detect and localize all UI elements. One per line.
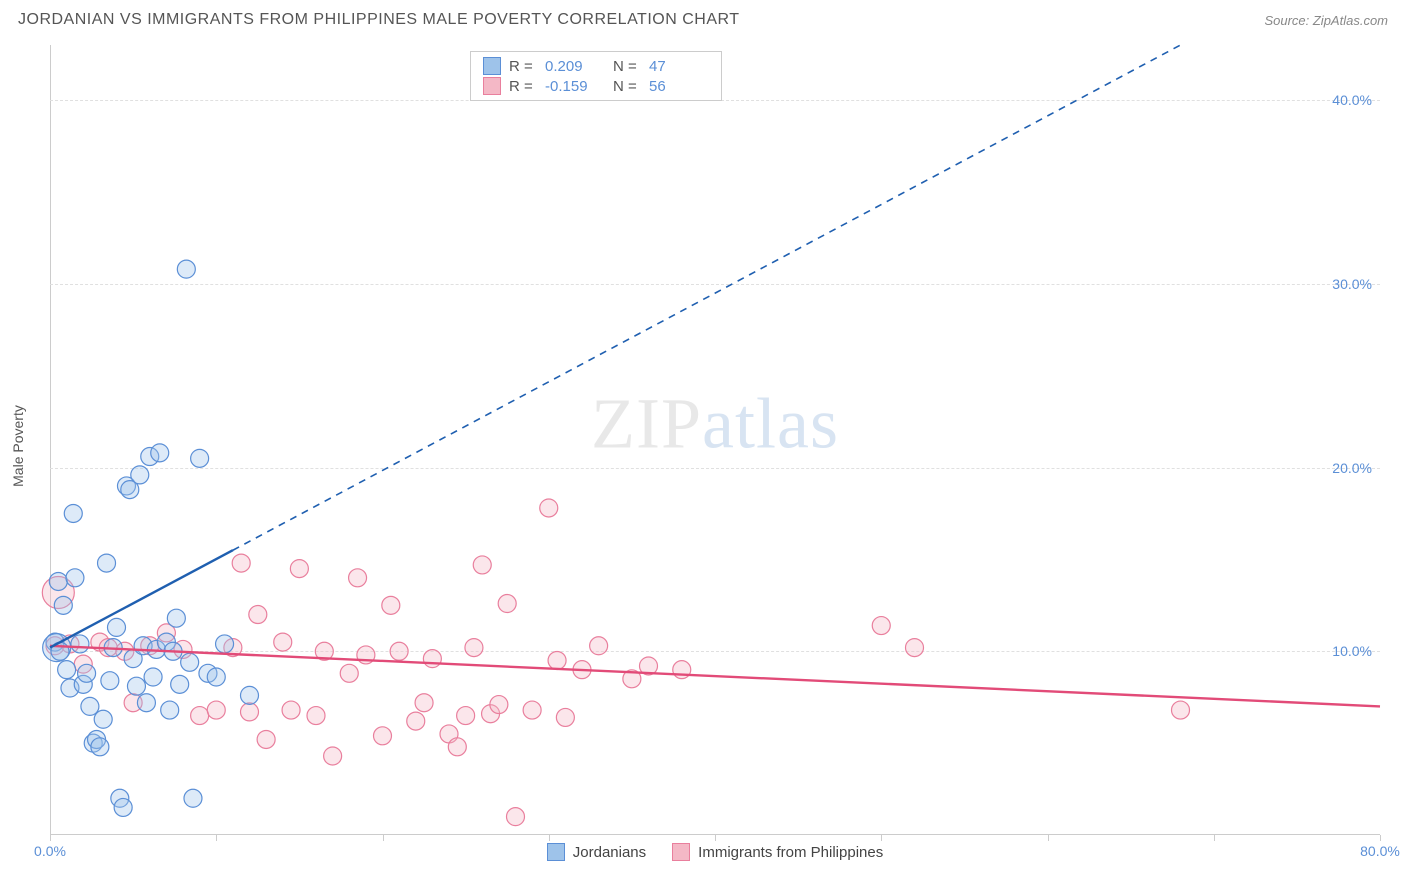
data-point bbox=[207, 668, 225, 686]
data-point bbox=[49, 572, 67, 590]
data-point bbox=[457, 707, 475, 725]
legend-row-jordanians: R = 0.209 N = 47 bbox=[483, 56, 709, 76]
data-point bbox=[307, 707, 325, 725]
data-point bbox=[390, 642, 408, 660]
data-point bbox=[94, 710, 112, 728]
x-tick-mark bbox=[1048, 835, 1049, 841]
legend-item-jordanians: Jordanians bbox=[547, 843, 646, 861]
data-point bbox=[290, 560, 308, 578]
y-axis-label: Male Poverty bbox=[10, 405, 26, 487]
series-legend: Jordanians Immigrants from Philippines bbox=[50, 843, 1380, 861]
data-point bbox=[216, 635, 234, 653]
data-point bbox=[137, 694, 155, 712]
data-point bbox=[191, 707, 209, 725]
source-label: Source: ZipAtlas.com bbox=[1264, 13, 1388, 28]
correlation-legend: R = 0.209 N = 47 R = -0.159 N = 56 bbox=[470, 51, 722, 101]
x-tick-mark bbox=[715, 835, 716, 841]
x-tick-mark bbox=[881, 835, 882, 841]
data-point bbox=[349, 569, 367, 587]
data-point bbox=[415, 694, 433, 712]
data-point bbox=[71, 635, 89, 653]
data-point bbox=[98, 554, 116, 572]
data-point bbox=[101, 672, 119, 690]
data-point bbox=[232, 554, 250, 572]
data-point bbox=[64, 504, 82, 522]
swatch-philippines bbox=[483, 77, 501, 95]
data-point bbox=[108, 618, 126, 636]
data-point bbox=[191, 449, 209, 467]
data-point bbox=[906, 639, 924, 657]
legend-row-philippines: R = -0.159 N = 56 bbox=[483, 76, 709, 96]
data-point bbox=[58, 661, 76, 679]
data-point bbox=[282, 701, 300, 719]
data-point bbox=[498, 595, 516, 613]
x-tick-mark bbox=[50, 835, 51, 841]
data-point bbox=[407, 712, 425, 730]
data-point bbox=[66, 569, 84, 587]
x-tick-mark bbox=[1380, 835, 1381, 841]
data-point bbox=[151, 444, 169, 462]
r-value-jordanians: 0.209 bbox=[545, 58, 605, 75]
data-point bbox=[171, 675, 189, 693]
x-tick-mark bbox=[383, 835, 384, 841]
data-point bbox=[177, 260, 195, 278]
data-point bbox=[590, 637, 608, 655]
chart-svg bbox=[50, 45, 1380, 835]
x-tick-mark bbox=[216, 835, 217, 841]
data-point bbox=[161, 701, 179, 719]
data-point bbox=[54, 596, 72, 614]
data-point bbox=[249, 606, 267, 624]
n-value-jordanians: 47 bbox=[649, 58, 709, 75]
data-point bbox=[374, 727, 392, 745]
data-point bbox=[548, 651, 566, 669]
data-point bbox=[556, 708, 574, 726]
data-point bbox=[274, 633, 292, 651]
data-point bbox=[131, 466, 149, 484]
data-point bbox=[241, 686, 259, 704]
trend-line bbox=[233, 45, 1181, 550]
data-point bbox=[181, 653, 199, 671]
data-point bbox=[257, 730, 275, 748]
data-point bbox=[91, 738, 109, 756]
swatch-philippines bbox=[672, 843, 690, 861]
x-tick-mark bbox=[549, 835, 550, 841]
r-value-philippines: -0.159 bbox=[545, 78, 605, 95]
data-point bbox=[507, 808, 525, 826]
data-point bbox=[144, 668, 162, 686]
trend-line bbox=[50, 550, 233, 647]
n-value-philippines: 56 bbox=[649, 78, 709, 95]
chart-plot-area: ZIPatlas 10.0%20.0%30.0%40.0%0.0%80.0% R… bbox=[50, 45, 1380, 835]
data-point bbox=[523, 701, 541, 719]
data-point bbox=[78, 664, 96, 682]
data-point bbox=[465, 639, 483, 657]
data-point bbox=[473, 556, 491, 574]
data-point bbox=[1172, 701, 1190, 719]
data-point bbox=[114, 798, 132, 816]
data-point bbox=[540, 499, 558, 517]
data-point bbox=[241, 703, 259, 721]
swatch-jordanians bbox=[483, 57, 501, 75]
data-point bbox=[167, 609, 185, 627]
data-point bbox=[340, 664, 358, 682]
data-point bbox=[184, 789, 202, 807]
chart-title: JORDANIAN VS IMMIGRANTS FROM PHILIPPINES… bbox=[18, 11, 740, 29]
data-point bbox=[423, 650, 441, 668]
legend-item-philippines: Immigrants from Philippines bbox=[672, 843, 883, 861]
x-tick-mark bbox=[1214, 835, 1215, 841]
data-point bbox=[448, 738, 466, 756]
data-point bbox=[127, 677, 145, 695]
data-point bbox=[207, 701, 225, 719]
data-point bbox=[490, 696, 508, 714]
data-point bbox=[324, 747, 342, 765]
data-point bbox=[382, 596, 400, 614]
swatch-jordanians bbox=[547, 843, 565, 861]
data-point bbox=[872, 617, 890, 635]
